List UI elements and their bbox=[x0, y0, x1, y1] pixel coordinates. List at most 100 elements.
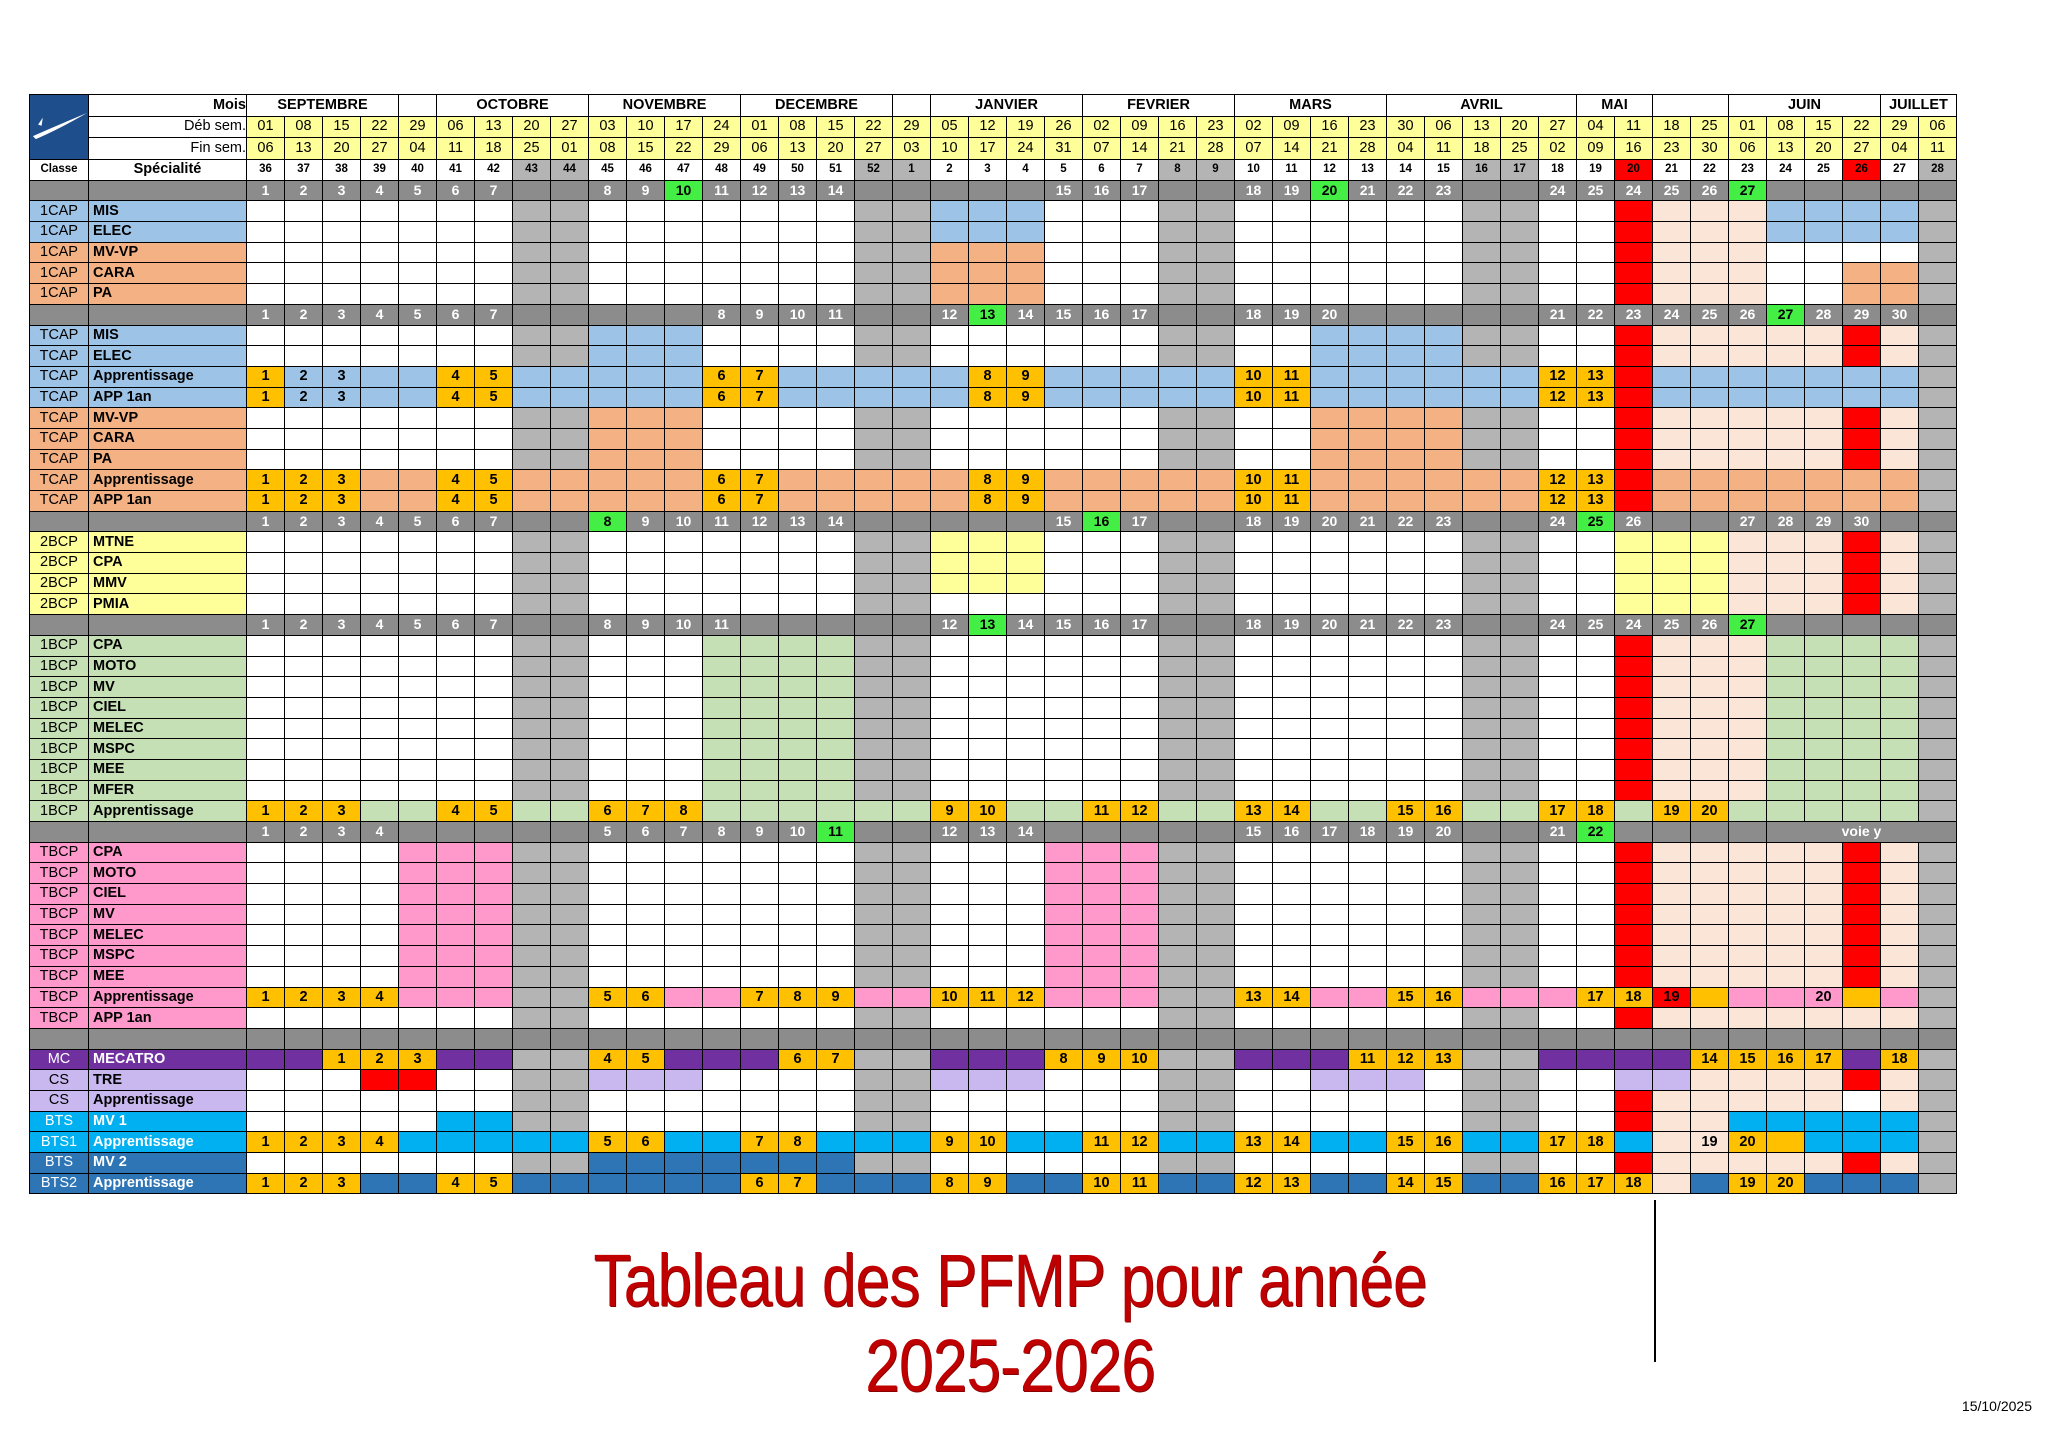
schedule-cell bbox=[1576, 324, 1615, 347]
schedule-cell bbox=[1576, 200, 1615, 223]
sep-week-index: 3 bbox=[322, 303, 361, 326]
schedule-cell bbox=[474, 324, 513, 347]
schedule-cell bbox=[1120, 862, 1159, 885]
classe-cell: 1BCP bbox=[29, 676, 89, 698]
sep-week-index bbox=[1918, 510, 1957, 533]
sep-week-index: 5 bbox=[588, 821, 627, 843]
schedule-cell bbox=[1576, 883, 1615, 905]
week-end: 09 bbox=[1576, 137, 1615, 160]
schedule-cell bbox=[1310, 552, 1349, 574]
schedule-cell bbox=[1310, 655, 1349, 678]
schedule-cell bbox=[1880, 779, 1919, 802]
schedule-cell bbox=[1234, 903, 1273, 926]
schedule-cell bbox=[360, 221, 399, 243]
week-start: 06 bbox=[436, 115, 475, 139]
schedule-cell bbox=[246, 965, 285, 988]
schedule-cell bbox=[1348, 738, 1387, 760]
schedule-cell bbox=[322, 1110, 361, 1133]
schedule-cell bbox=[1158, 717, 1197, 740]
schedule-cell bbox=[1424, 634, 1463, 657]
pfmp-week-number: 12 bbox=[1386, 1048, 1425, 1071]
schedule-cell bbox=[702, 758, 741, 781]
schedule-cell bbox=[1082, 965, 1121, 988]
schedule-cell bbox=[1880, 965, 1919, 988]
schedule-cell bbox=[816, 448, 855, 471]
schedule-cell bbox=[702, 1152, 741, 1174]
pfmp-week-number: 11 bbox=[1120, 1172, 1159, 1195]
schedule-cell bbox=[664, 634, 703, 657]
schedule-cell bbox=[1348, 531, 1387, 554]
schedule-cell bbox=[1348, 924, 1387, 947]
sep-week-index bbox=[1500, 614, 1539, 636]
schedule-cell bbox=[1614, 655, 1653, 678]
sep-week-index bbox=[550, 303, 589, 326]
week-number: 42 bbox=[474, 159, 513, 181]
schedule-cell bbox=[1006, 1172, 1045, 1195]
schedule-cell bbox=[284, 738, 323, 760]
schedule-cell bbox=[1386, 676, 1425, 698]
schedule-cell bbox=[1918, 841, 1957, 864]
schedule-cell bbox=[1348, 324, 1387, 347]
schedule-cell bbox=[1234, 1089, 1273, 1112]
sep-week-index: 23 bbox=[1614, 303, 1653, 326]
schedule-cell bbox=[360, 841, 399, 864]
sep-week-index: 25 bbox=[1576, 179, 1615, 202]
schedule-cell bbox=[1462, 283, 1501, 305]
pfmp-week-number: 3 bbox=[322, 1131, 361, 1153]
schedule-cell bbox=[436, 345, 475, 367]
schedule-cell bbox=[1804, 241, 1843, 264]
schedule-cell bbox=[1842, 407, 1881, 429]
sep-week-index bbox=[1804, 614, 1843, 636]
schedule-cell bbox=[1462, 1131, 1501, 1153]
schedule-cell bbox=[1766, 717, 1805, 740]
schedule-cell bbox=[968, 634, 1007, 657]
specialite-cell: MEE bbox=[88, 965, 247, 988]
schedule-cell bbox=[1158, 1069, 1197, 1091]
schedule-cell bbox=[778, 758, 817, 781]
schedule-cell bbox=[474, 779, 513, 802]
pfmp-week-number: 14 bbox=[1690, 1048, 1729, 1071]
schedule-cell bbox=[1424, 407, 1463, 429]
schedule-cell bbox=[1386, 696, 1425, 719]
schedule-cell bbox=[512, 655, 551, 678]
schedule-cell bbox=[1918, 1131, 1957, 1153]
schedule-cell bbox=[930, 386, 969, 409]
schedule-cell bbox=[1196, 1048, 1235, 1071]
schedule-cell bbox=[1234, 448, 1273, 471]
schedule-cell bbox=[1842, 655, 1881, 678]
pfmp-week-number: 6 bbox=[702, 469, 741, 491]
sep-week-index bbox=[1918, 614, 1957, 636]
sep-week-index: 11 bbox=[702, 614, 741, 636]
schedule-cell bbox=[588, 965, 627, 988]
schedule-cell bbox=[1728, 655, 1767, 678]
schedule-cell bbox=[1538, 345, 1577, 367]
schedule-cell bbox=[740, 345, 779, 367]
schedule-cell bbox=[740, 427, 779, 450]
schedule-cell bbox=[930, 531, 969, 554]
sep-week-index bbox=[892, 1027, 931, 1050]
schedule-cell bbox=[1690, 1110, 1729, 1133]
schedule-cell bbox=[398, 490, 437, 512]
sep-week-index bbox=[1462, 614, 1501, 636]
schedule-cell bbox=[436, 200, 475, 223]
schedule-cell bbox=[1576, 427, 1615, 450]
schedule-cell bbox=[322, 1152, 361, 1174]
schedule-cell bbox=[1006, 903, 1045, 926]
week-number: 5 bbox=[1044, 159, 1083, 181]
schedule-cell bbox=[1196, 552, 1235, 574]
sep-week-index: 15 bbox=[1234, 821, 1273, 843]
schedule-cell bbox=[1044, 469, 1083, 491]
schedule-cell bbox=[702, 1069, 741, 1091]
schedule-cell bbox=[1348, 634, 1387, 657]
sep-week-index bbox=[1804, 1027, 1843, 1050]
classe-cell: CS bbox=[29, 1089, 89, 1112]
week-start: 24 bbox=[702, 115, 741, 139]
schedule-cell bbox=[740, 262, 779, 285]
sep-week-index: 13 bbox=[968, 614, 1007, 636]
schedule-cell bbox=[550, 1089, 589, 1112]
schedule-cell bbox=[1614, 862, 1653, 885]
schedule-cell bbox=[740, 841, 779, 864]
pfmp-week-number: 13 bbox=[1576, 469, 1615, 491]
week-start: 23 bbox=[1196, 115, 1235, 139]
schedule-cell bbox=[1804, 200, 1843, 223]
